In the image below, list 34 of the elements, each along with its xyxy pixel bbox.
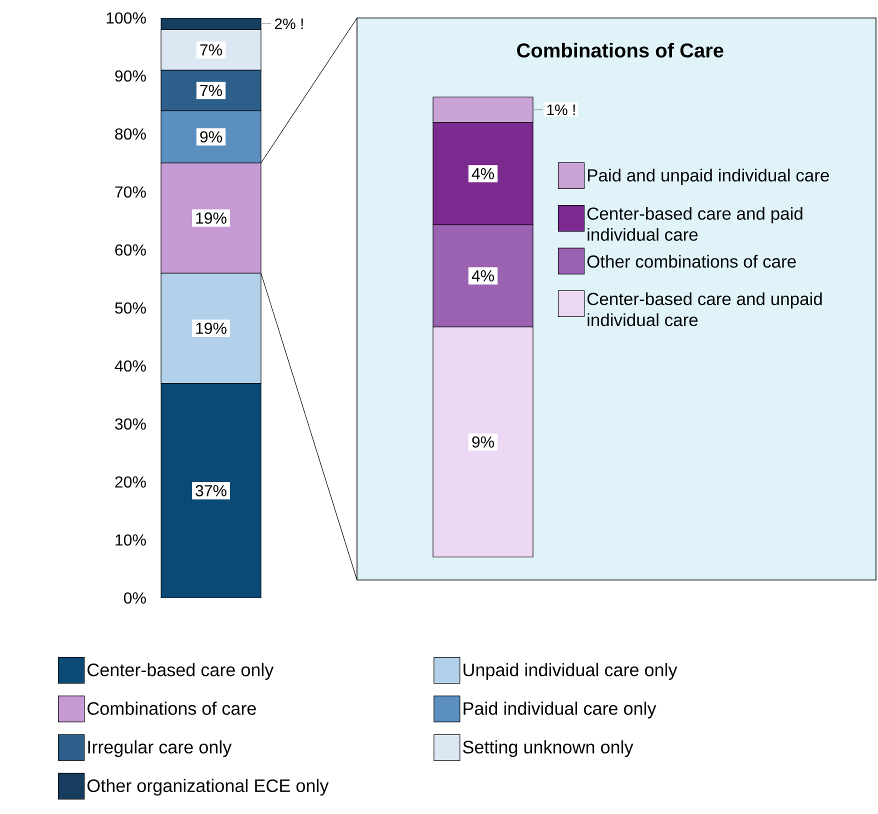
legend-label: Paid individual care only: [464, 702, 656, 718]
data-label: 9%: [200, 131, 222, 143]
data-label: 2% !: [274, 18, 303, 30]
data-label: 1% !: [547, 104, 575, 116]
y-tick-label: 90%: [115, 70, 146, 82]
y-tick-label: 60%: [115, 244, 146, 256]
legend-label: Paid and unpaid individual care: [588, 168, 829, 186]
legend-label: Center-based care only: [88, 663, 274, 680]
legend-label: Other combinations of care: [587, 254, 796, 268]
data-label: 7%: [200, 44, 222, 56]
y-tick-label: 40%: [114, 360, 146, 372]
legend-label: Irregular care only: [88, 740, 232, 758]
legend-label: Unpaid individual care only: [464, 663, 678, 680]
y-tick-label: 10%: [116, 534, 146, 546]
data-label: 19%: [196, 212, 226, 224]
y-tick-label: 20%: [115, 476, 146, 488]
y-tick-label: 100%: [106, 12, 146, 24]
legend-label: Center-based care and paid individual care: [587, 206, 802, 241]
data-label: 37%: [196, 485, 226, 496]
legend-label: Setting unknown only: [463, 740, 634, 758]
text: Combinations of Care: [517, 42, 724, 58]
data-label: 19%: [196, 322, 226, 334]
data-label: 4%: [472, 168, 494, 180]
y-tick-label: 70%: [115, 186, 146, 198]
legend-label: Combinations of care: [88, 702, 256, 715]
y-tick-label: 80%: [115, 128, 146, 140]
y-tick-label: 0%: [124, 592, 146, 604]
legend-label: Other organizational ECE only: [87, 778, 329, 796]
data-label: 4%: [472, 270, 494, 282]
legend-label: Center-based care and unpaid individual care: [587, 292, 822, 326]
y-tick-label: 50%: [115, 302, 146, 314]
y-tick-label: 30%: [115, 418, 146, 430]
data-label: 7%: [200, 84, 222, 96]
data-label: 9%: [472, 436, 494, 448]
